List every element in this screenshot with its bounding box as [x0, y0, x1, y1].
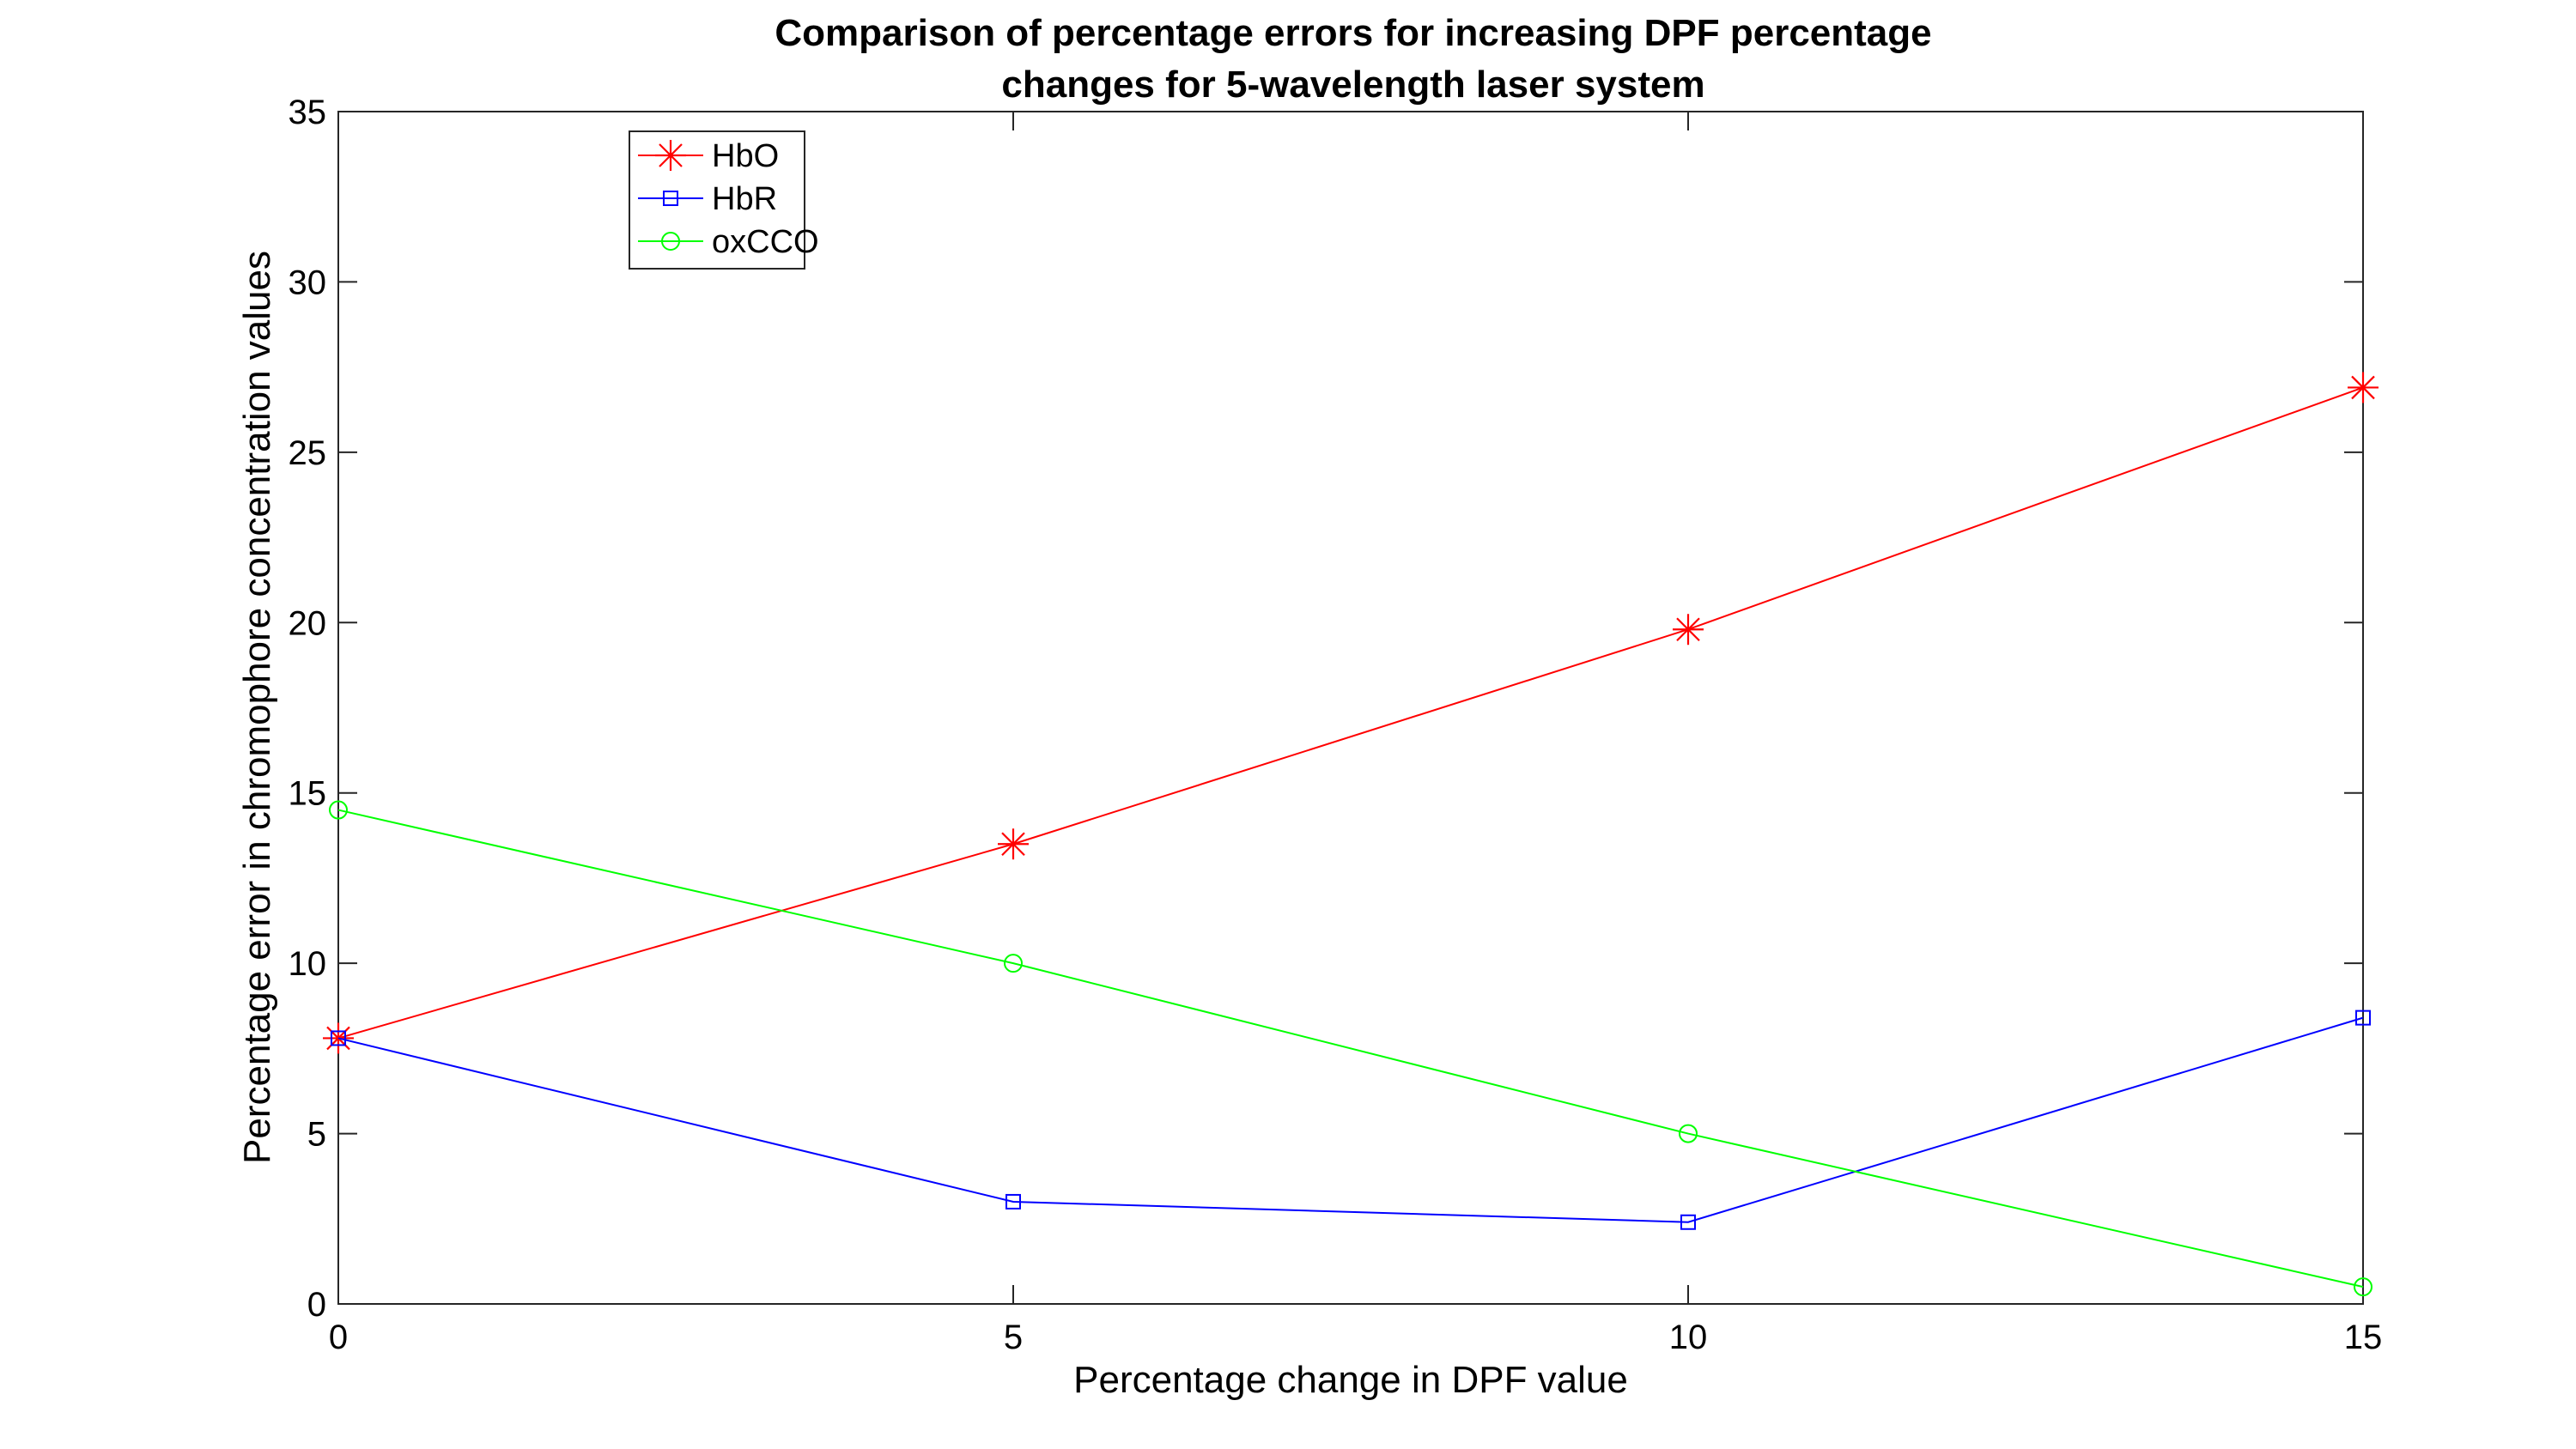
- y-tick-label: 25: [289, 434, 327, 472]
- data-point-hbo: [998, 828, 1029, 860]
- legend-label-hbo: HbO: [712, 138, 779, 174]
- y-tick-label: 5: [307, 1116, 326, 1154]
- series-line-hbo: [337, 386, 2364, 1040]
- legend-marker-hbo: [655, 140, 686, 171]
- series-oxcco: [329, 800, 2372, 1297]
- data-point-hbr: [1005, 1193, 1021, 1210]
- y-tick-label: 10: [289, 945, 327, 983]
- data-point-hbr: [2355, 1009, 2371, 1026]
- axis-ticks: 0 5 10 15 0 5 10 15 20 25 30 35: [289, 94, 2383, 1356]
- series-layer: [323, 372, 2379, 1297]
- data-point-hbr: [331, 1030, 346, 1046]
- chart-title-line-2: changes for 5-wavelength laser system: [1001, 64, 1704, 106]
- legend: HbO HbR oxCCO: [629, 130, 819, 270]
- chart-title-line-1: Comparison of percentage errors for incr…: [775, 12, 1931, 54]
- series-line-hbr: [337, 1016, 2364, 1223]
- data-point-oxcco: [329, 800, 348, 820]
- plot-area: [337, 111, 2364, 1305]
- data-point-hbo: [2348, 372, 2379, 403]
- legend-box: [629, 130, 805, 270]
- legend-marker-hbr: [663, 191, 678, 206]
- y-tick-label: 15: [289, 775, 327, 813]
- x-tick-label: 0: [329, 1319, 348, 1356]
- y-tick-label: 0: [307, 1286, 326, 1324]
- data-point-oxcco: [2354, 1277, 2372, 1297]
- y-axis-label: Percentage error in chromophore concentr…: [236, 251, 278, 1164]
- x-tick-label: 15: [2344, 1319, 2383, 1356]
- data-point-oxcco: [1004, 954, 1023, 973]
- series-line-oxcco: [337, 809, 2364, 1288]
- plot-border: [337, 111, 2364, 1305]
- legend-label-hbr: HbR: [712, 181, 777, 217]
- y-tick-label: 30: [289, 264, 327, 301]
- y-tick-label: 20: [289, 604, 327, 642]
- legend-item-hbr: HbR: [638, 181, 777, 217]
- x-tick-label: 5: [1004, 1319, 1023, 1356]
- legend-item-hbo: HbO: [638, 138, 779, 174]
- legend-marker-oxcco: [661, 232, 680, 251]
- data-point-hbo: [1673, 614, 1704, 646]
- x-tick-label: 10: [1669, 1319, 1708, 1356]
- y-tick-label: 35: [289, 94, 327, 131]
- legend-label-oxcco: oxCCO: [712, 224, 819, 260]
- data-point-oxcco: [1679, 1124, 1698, 1143]
- legend-item-oxcco: oxCCO: [638, 224, 819, 260]
- data-point-hbr: [1680, 1214, 1696, 1230]
- x-axis-label: Percentage change in DPF value: [1073, 1359, 1628, 1401]
- series-hbr: [331, 1009, 2371, 1230]
